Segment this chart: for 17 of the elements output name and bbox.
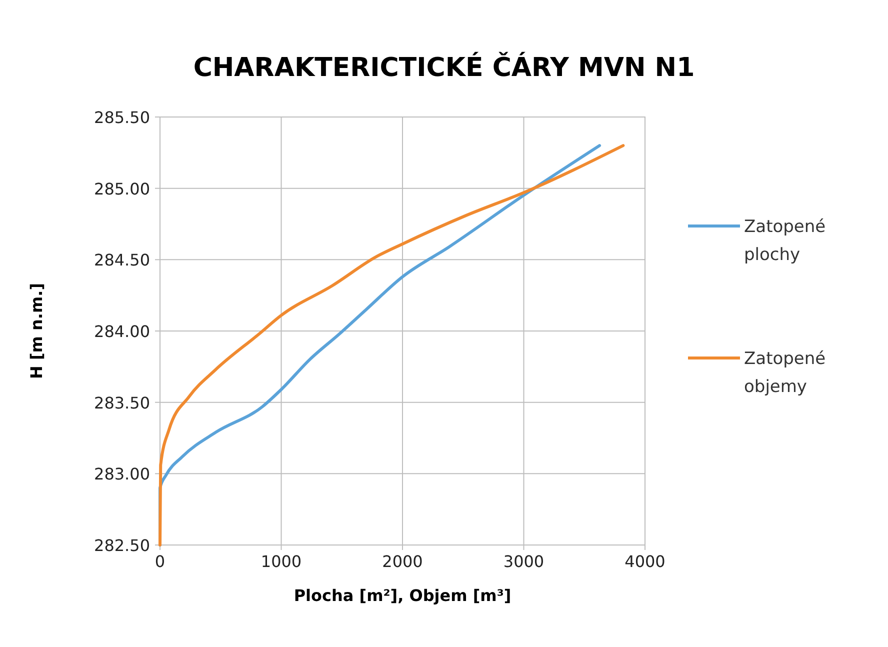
x-tick-label: 0 <box>154 552 166 571</box>
x-tick-label: 3000 <box>503 552 544 571</box>
y-tick-label: 285.50 <box>94 108 150 127</box>
y-tick-label: 284.50 <box>94 250 150 270</box>
legend-label: Zatopené objemy <box>744 349 826 397</box>
y-axis-title: H [m n.m.] <box>27 282 46 380</box>
y-tick-label: 283.50 <box>94 393 150 412</box>
y-tick-label: 282.50 <box>94 536 150 555</box>
x-axis-title: Plocha [m²], Objem [m³] <box>294 586 512 605</box>
y-tick-label: 285.00 <box>94 179 150 198</box>
x-tick-label: 1000 <box>260 552 302 571</box>
y-tick-label: 283.00 <box>94 464 150 484</box>
chart-title: CHARAKTERICTICKÉ ČÁRY MVN N1 <box>193 51 695 83</box>
x-tick-label: 4000 <box>624 552 666 571</box>
x-tick-label: 2000 <box>382 552 423 571</box>
y-tick-label: 284.00 <box>94 322 150 341</box>
legend-label: Zatopené plochy <box>744 217 826 265</box>
